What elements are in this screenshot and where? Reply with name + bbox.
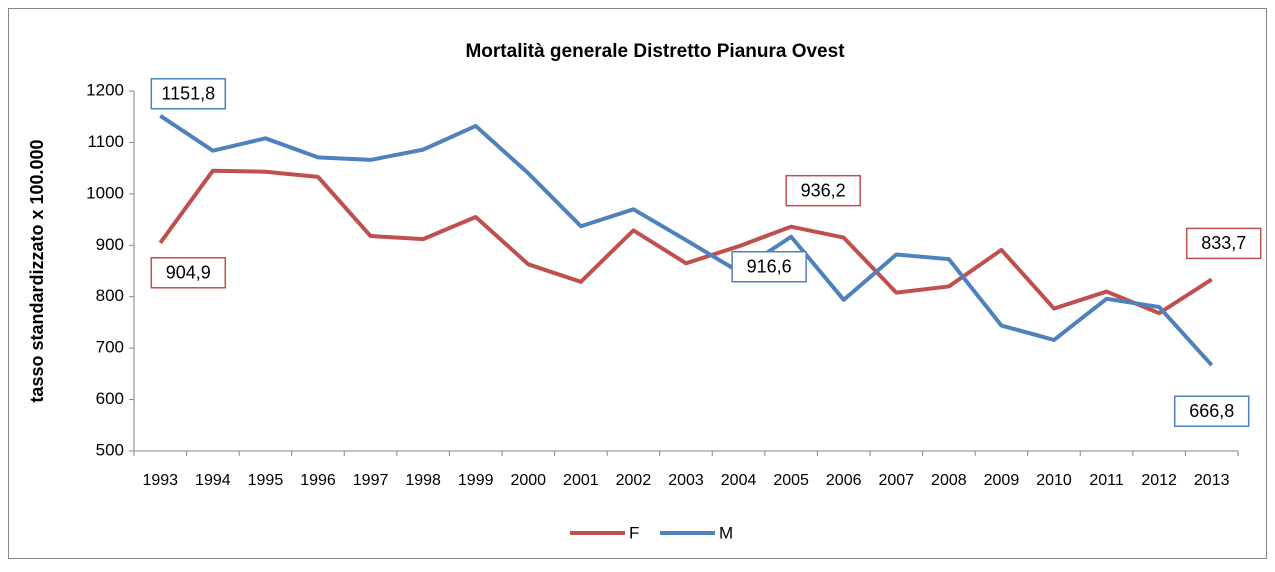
y-tick-label: 1000 (86, 183, 124, 202)
legend-label: M (719, 523, 733, 542)
data-label: 1151,8 (161, 84, 215, 104)
x-tick-label: 1996 (300, 472, 336, 489)
y-tick-label: 1100 (87, 132, 124, 151)
x-tick-label: 2006 (826, 472, 862, 489)
data-label-box (785, 174, 861, 207)
x-tick-label: 2011 (1089, 472, 1124, 489)
data-label-box (731, 250, 807, 283)
x-tick-label: 1999 (458, 472, 494, 489)
data-label-box (1173, 395, 1250, 427)
data-label: 666,8 (1189, 401, 1234, 421)
y-tick-label: 900 (96, 235, 124, 254)
series-line (159, 114, 1214, 367)
data-label-box (1185, 227, 1262, 260)
data-label: 833,7 (1201, 233, 1246, 253)
data-label: 904,9 (166, 263, 211, 283)
x-tick-label: 2007 (878, 472, 914, 489)
y-tick-label: 600 (96, 389, 124, 408)
legend-label: F (629, 523, 639, 542)
y-tick-label: 500 (96, 440, 124, 459)
x-tick-label: 2010 (1036, 472, 1072, 489)
x-tick-label: 2000 (510, 472, 546, 489)
x-tick-label: 1997 (353, 472, 389, 489)
x-tick-label: 2008 (931, 472, 967, 489)
x-tick-label: 1998 (405, 472, 441, 489)
x-tick-label: 1994 (195, 472, 231, 489)
x-tick-label: 2013 (1194, 472, 1230, 489)
x-tick-label: 1995 (248, 472, 284, 489)
x-tick-label: 1993 (142, 472, 178, 489)
data-label: 936,2 (801, 180, 846, 200)
data-label-box (150, 257, 227, 289)
x-tick-label: 2009 (984, 472, 1020, 489)
x-tick-label: 2001 (563, 472, 599, 489)
y-axis-label: tasso standardizzato x 100.000 (27, 139, 47, 402)
chart-title: Mortalità generale Distretto Pianura Ove… (465, 41, 845, 62)
series-line (158, 168, 1213, 316)
data-label: 916,6 (747, 256, 792, 276)
x-tick-label: 2012 (1141, 472, 1177, 489)
y-tick-label: 800 (96, 286, 124, 305)
x-tick-label: 2003 (668, 472, 704, 489)
y-tick-label: 1200 (86, 80, 124, 99)
x-tick-label: 2002 (616, 472, 652, 489)
x-tick-label: 2005 (773, 472, 809, 489)
y-tick-label: 700 (96, 338, 124, 357)
data-label-box (150, 78, 227, 110)
x-tick-label: 2004 (721, 472, 757, 489)
